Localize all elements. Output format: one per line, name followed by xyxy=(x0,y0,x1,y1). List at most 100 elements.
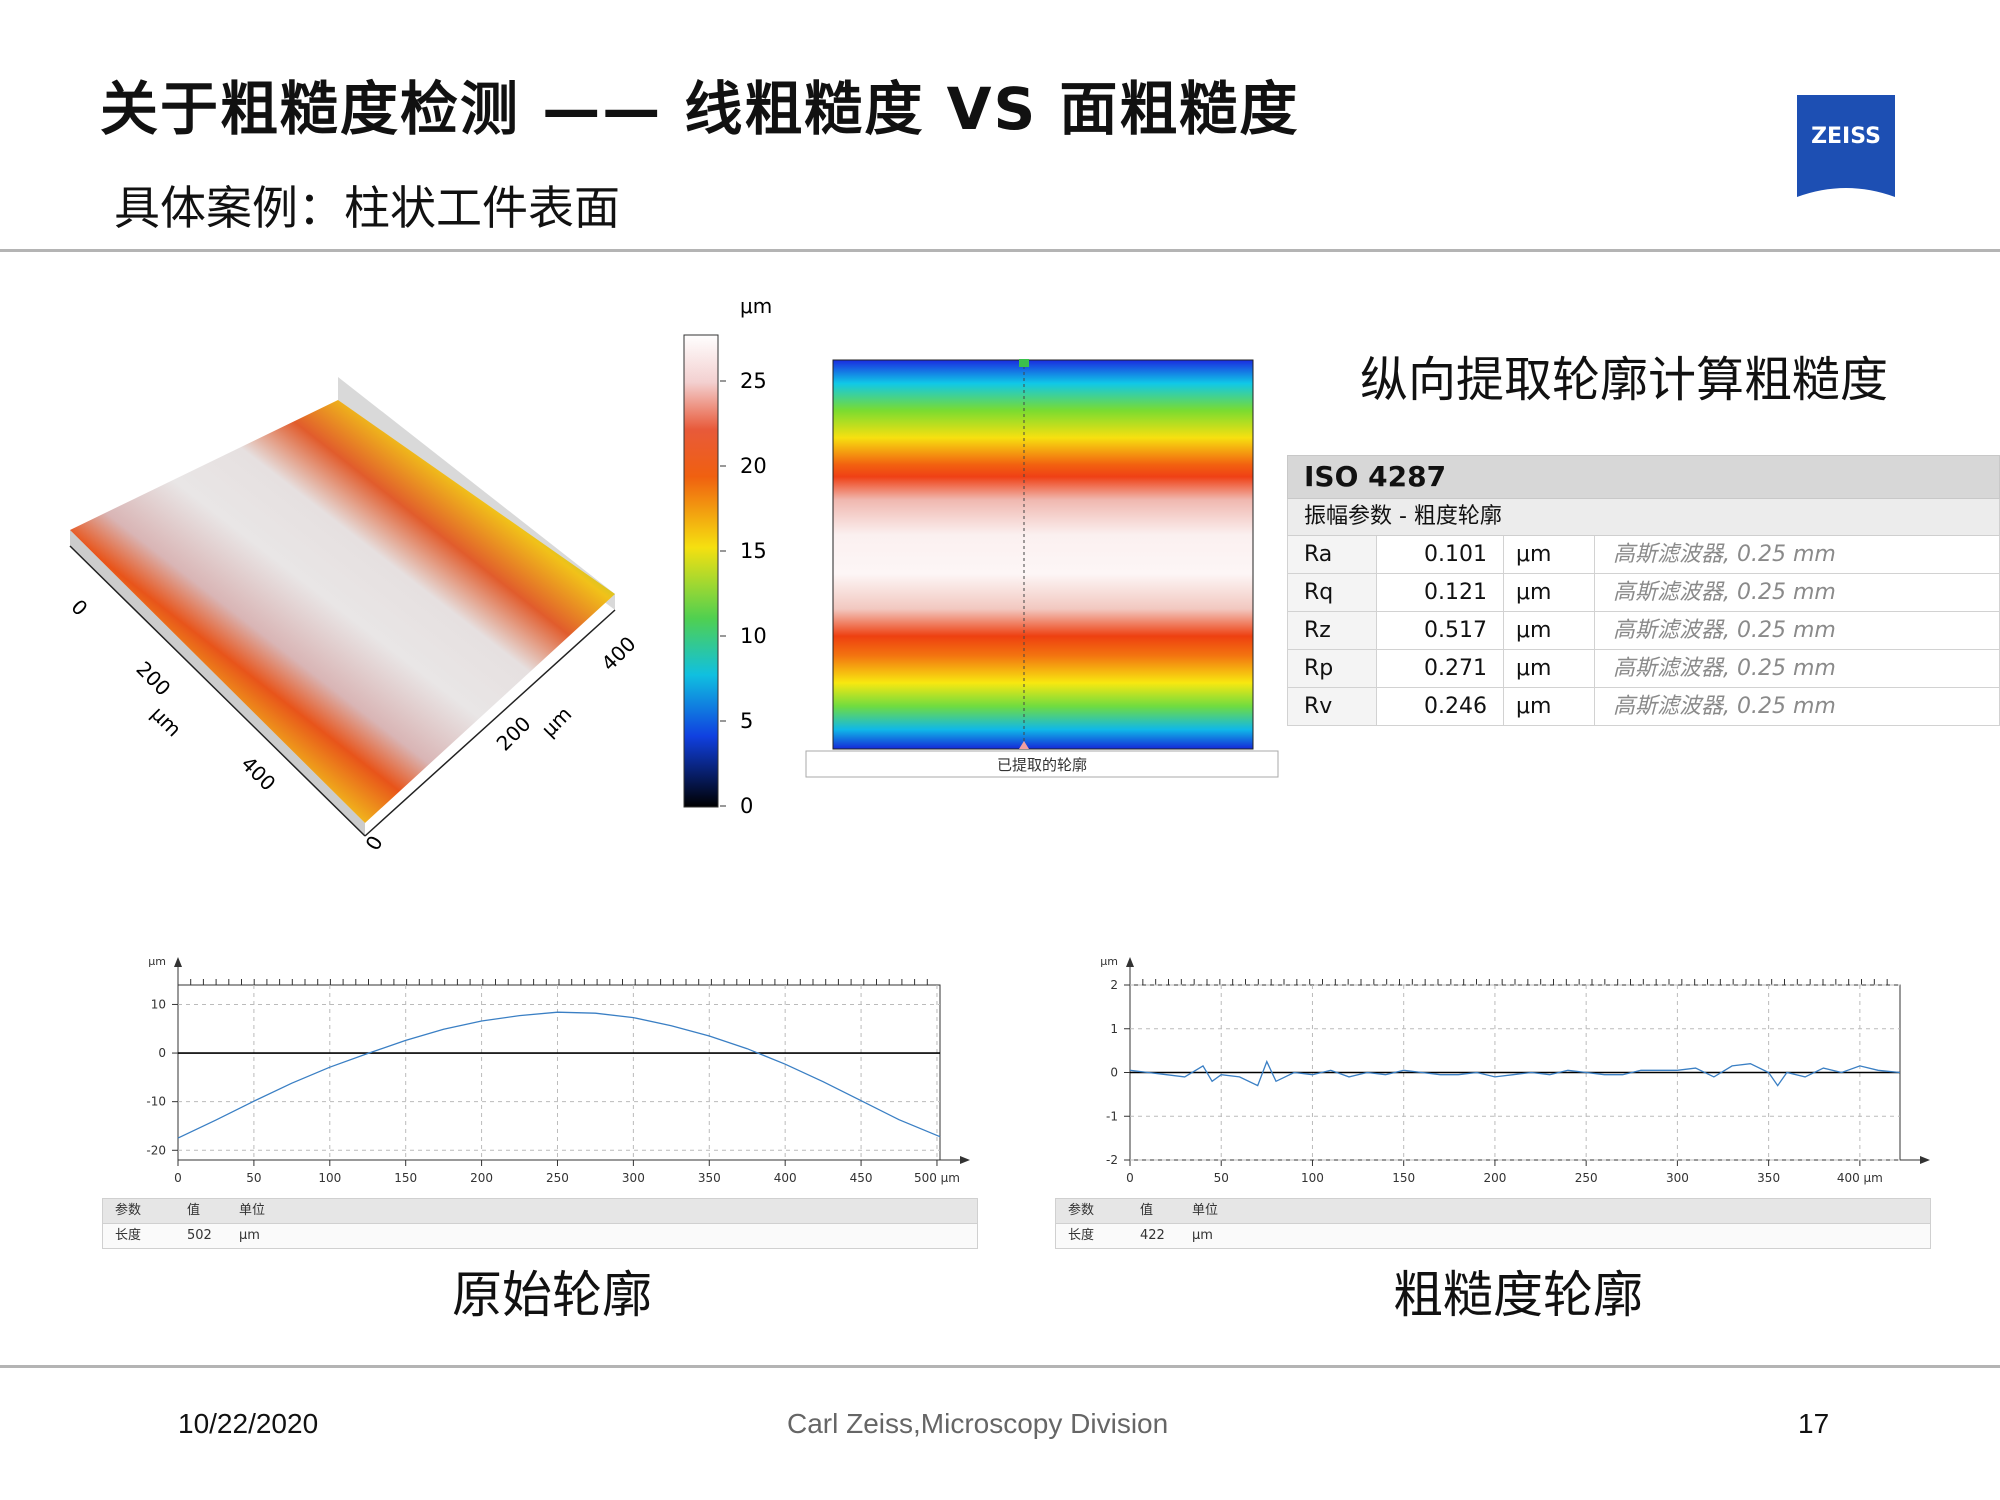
table-row: Rz 0.517 μm 高斯滤波器, 0.25 mm xyxy=(1287,612,2000,650)
y-tick-200: 200 xyxy=(492,712,536,756)
param-length-label: 长度 xyxy=(1068,1228,1095,1243)
plot-frame xyxy=(177,984,941,1161)
y-tick-label: 1 xyxy=(1110,1022,1118,1036)
profile-line xyxy=(1129,1059,1901,1087)
x-tick-label: 200 xyxy=(1483,1171,1506,1185)
x-tick-label: 100 xyxy=(318,1171,341,1185)
param-filter: 高斯滤波器, 0.25 mm xyxy=(1613,580,1836,605)
param-name: Rz xyxy=(1288,612,1377,649)
colorbar: μm 25 20 15 10 5 0 xyxy=(680,285,800,818)
extract-handle-bottom[interactable] xyxy=(1019,741,1029,749)
roughness-profile-caption: 粗糙度轮廓 xyxy=(1393,1266,1643,1324)
param-header-value: 值 xyxy=(187,1203,201,1218)
x-tick-label: 350 xyxy=(698,1171,721,1185)
y-tick-0: 0 xyxy=(361,831,388,854)
param-length-unit: μm xyxy=(1192,1228,1213,1243)
param-header-name: 参数 xyxy=(1068,1203,1095,1218)
y-tick-label: -20 xyxy=(146,1143,166,1157)
param-unit: μm xyxy=(1504,536,1595,573)
param-name: Rq xyxy=(1288,574,1377,611)
colorbar-tick-15: 15 xyxy=(740,539,767,563)
x-tick-label: 100 xyxy=(1301,1171,1324,1185)
profile-line xyxy=(177,1011,941,1139)
x-tick-label: 200 xyxy=(470,1171,493,1185)
x-tick-label: 300 xyxy=(622,1171,645,1185)
footer-divider xyxy=(0,1365,2000,1368)
param-filter: 高斯滤波器, 0.25 mm xyxy=(1613,694,1836,719)
x-tick-200: 200 xyxy=(131,657,175,701)
colorbar-tick-0: 0 xyxy=(740,794,753,815)
param-value: 0.271 xyxy=(1377,650,1504,687)
heatmap-caption: 已提取的轮廓 xyxy=(997,756,1087,774)
footer-division: Carl Zeiss,Microscopy Division xyxy=(787,1408,1169,1439)
param-filter: 高斯滤波器, 0.25 mm xyxy=(1613,542,1836,567)
x-tick-400: 400 xyxy=(236,752,280,796)
y-tick-label: -1 xyxy=(1106,1109,1118,1123)
x-tick-0: 0 xyxy=(66,595,92,621)
colorbar-tick-10: 10 xyxy=(740,624,767,648)
param-length-value: 422 xyxy=(1140,1228,1165,1243)
param-value: 0.517 xyxy=(1377,612,1504,649)
param-unit: μm xyxy=(1504,574,1595,611)
y-tick-label: 0 xyxy=(158,1046,166,1060)
raw-profile-caption: 原始轮廓 xyxy=(452,1266,652,1324)
heatmap-view: 已提取的轮廓 xyxy=(800,355,1290,785)
param-unit: μm xyxy=(1504,650,1595,687)
colorbar-tick-5: 5 xyxy=(740,709,753,733)
iso-standard-header: ISO 4287 xyxy=(1287,455,2000,499)
table-row: Rv 0.246 μm 高斯滤波器, 0.25 mm xyxy=(1287,688,2000,726)
param-value: 0.101 xyxy=(1377,536,1504,573)
colorbar-tick-25: 25 xyxy=(740,369,767,393)
y-axis-unit: μm xyxy=(148,955,166,968)
page-subtitle: 具体案例：柱状工件表面 xyxy=(114,181,620,235)
y-tick-label: 0 xyxy=(1110,1066,1118,1080)
header-divider xyxy=(0,249,2000,252)
x-tick-label: 500 μm xyxy=(914,1171,960,1185)
x-tick-label: 450 xyxy=(850,1171,873,1185)
param-header-value: 值 xyxy=(1140,1203,1154,1218)
zeiss-logo: ZEISS xyxy=(1797,95,1895,197)
extract-handle-top[interactable] xyxy=(1019,359,1029,367)
roughness-profile-params: 参数 值 单位 长度 422 μm xyxy=(1055,1198,1931,1249)
y-tick-label: 2 xyxy=(1110,978,1118,992)
x-axis-arrow xyxy=(1920,1156,1930,1164)
x-tick-label: 50 xyxy=(246,1171,261,1185)
y-tick-label: 10 xyxy=(151,997,166,1011)
x-tick-label: 0 xyxy=(1126,1171,1134,1185)
footer-page-number: 17 xyxy=(1798,1408,1830,1439)
extract-title: 纵向提取轮廓计算粗糙度 xyxy=(1360,352,1889,408)
param-name: Rp xyxy=(1288,650,1377,687)
param-length-unit: μm xyxy=(239,1228,260,1243)
surface-mesh xyxy=(70,400,615,823)
roughness-profile-chart: μm 0 50 100 150 200 250 300 350 400 μm 2 1 0 -1 -2 xyxy=(1080,950,1940,1190)
param-filter: 高斯滤波器, 0.25 mm xyxy=(1613,656,1836,681)
table-row: Rq 0.121 μm 高斯滤波器, 0.25 mm xyxy=(1287,574,2000,612)
x-tick-label: 50 xyxy=(1214,1171,1229,1185)
raw-profile-chart: μm 0 50 100 150 200 250 300 350 400 450 500 μm 10 0 -1… xyxy=(100,950,980,1185)
raw-profile-params: 参数 值 单位 长度 502 μm xyxy=(102,1198,978,1249)
x-tick-label: 350 xyxy=(1757,1171,1780,1185)
x-tick-label: 150 xyxy=(394,1171,417,1185)
surface-3d-view: 0 200 μm 400 0 200 μm 400 xyxy=(50,360,650,880)
x-tick-label: 250 xyxy=(1575,1171,1598,1185)
param-length-value: 502 xyxy=(187,1228,212,1243)
y-axis-unit: μm xyxy=(1100,955,1118,968)
x-tick-label: 400 xyxy=(774,1171,797,1185)
x-tick-label: 0 xyxy=(174,1171,182,1185)
x-tick-label: 400 μm xyxy=(1837,1171,1883,1185)
y-axis-arrow xyxy=(174,957,182,967)
x-unit: μm xyxy=(146,702,186,742)
param-value: 0.121 xyxy=(1377,574,1504,611)
logo-text: ZEISS xyxy=(1811,124,1881,149)
y-unit: μm xyxy=(537,702,577,742)
table-row: Ra 0.101 μm 高斯滤波器, 0.25 mm xyxy=(1287,536,2000,574)
y-tick-label: -2 xyxy=(1106,1153,1118,1167)
page-title: 关于粗糙度检测 —— 线粗糙度 VS 面粗糙度 xyxy=(100,75,1300,143)
param-length-label: 长度 xyxy=(115,1228,142,1243)
param-header-name: 参数 xyxy=(115,1203,142,1218)
param-unit: μm xyxy=(1504,612,1595,649)
iso-subtitle: 振幅参数 - 粗度轮廓 xyxy=(1287,499,2000,536)
param-header-unit: 单位 xyxy=(239,1203,266,1218)
colorbar-unit: μm xyxy=(740,294,772,318)
param-name: Ra xyxy=(1288,536,1377,573)
